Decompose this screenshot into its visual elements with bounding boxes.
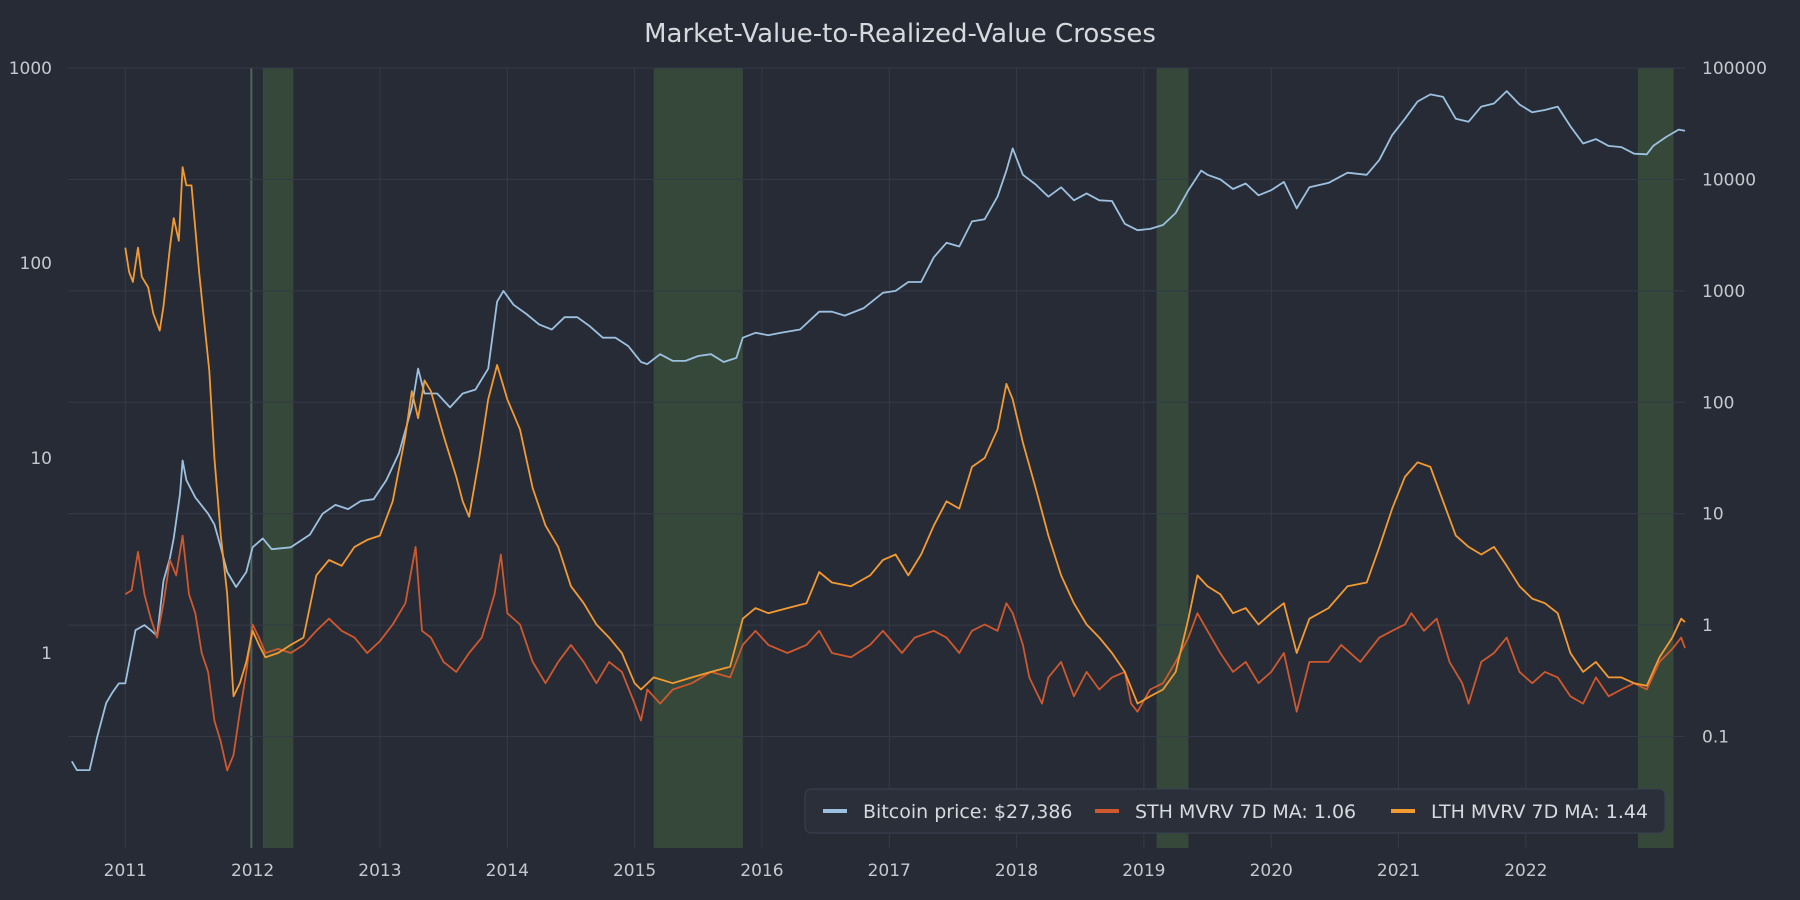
y-right-tick-label: 10 — [1702, 505, 1724, 525]
series-lines — [71, 90, 1686, 772]
legend-label: STH MVRV 7D MA: 1.06 — [1135, 801, 1356, 823]
x-tick-label: 2015 — [613, 861, 656, 881]
y-left-tick-label: 1000 — [9, 59, 52, 79]
y-right-tick-label: 10000 — [1702, 170, 1756, 190]
legend: Bitcoin price: $27,386 STH MVRV 7D MA: 1.… — [804, 788, 1666, 834]
x-tick-label: 2019 — [1122, 861, 1165, 881]
plot-area — [68, 68, 1685, 848]
y-right-tick-label: 1000 — [1702, 282, 1745, 302]
y-right-tick-label: 100000 — [1702, 59, 1767, 79]
x-tick-label: 2018 — [995, 861, 1038, 881]
series-line-sth-mvrv-7d-ma — [124, 534, 1686, 772]
shaded-regions — [68, 68, 1685, 848]
x-tick-label: 2021 — [1377, 861, 1420, 881]
shaded-region — [1156, 68, 1189, 848]
series-line-bitcoin-price — [71, 90, 1686, 771]
y-left-tick-label: 10 — [30, 449, 52, 469]
shaded-region — [262, 68, 294, 848]
x-tick-label: 2017 — [868, 861, 911, 881]
y-left-tick-label: 100 — [20, 254, 52, 274]
x-tick-label: 2014 — [486, 861, 529, 881]
series-line-lth-mvrv-7d-ma — [124, 166, 1686, 705]
x-tick-label: 2022 — [1504, 861, 1547, 881]
legend-label: Bitcoin price: $27,386 — [863, 801, 1073, 823]
y-right-tick-label: 1 — [1702, 616, 1713, 636]
x-tick-label: 2011 — [104, 861, 147, 881]
x-tick-label: 2020 — [1250, 861, 1293, 881]
x-tick-label: 2012 — [231, 861, 274, 881]
y-right-tick-label: 100 — [1702, 393, 1734, 413]
legend-label: LTH MVRV 7D MA: 1.44 — [1431, 801, 1648, 823]
x-tick-label: 2013 — [358, 861, 401, 881]
x-tick-label: 2016 — [740, 861, 783, 881]
legend-box — [804, 788, 1666, 834]
gridlines — [68, 67, 1685, 848]
y-left-tick-label: 1 — [41, 644, 52, 664]
y-right-tick-label: 0.1 — [1702, 728, 1729, 748]
axis-labels: 2011 2012 2013 2014 2015 2016 2017 2018 2019 2020… — [9, 59, 1767, 881]
shaded-region — [653, 68, 743, 848]
shaded-region — [1637, 68, 1674, 848]
chart-title: Market-Value-to-Realized-Value Crosses — [644, 19, 1156, 49]
